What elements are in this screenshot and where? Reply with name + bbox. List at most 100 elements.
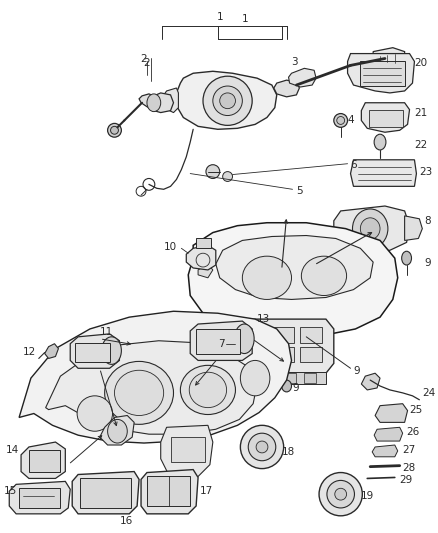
Ellipse shape: [189, 372, 226, 408]
Ellipse shape: [319, 473, 362, 516]
Bar: [147, 477, 190, 506]
Text: 18: 18: [282, 447, 295, 457]
Ellipse shape: [77, 396, 113, 431]
Polygon shape: [70, 334, 120, 368]
Polygon shape: [375, 403, 408, 422]
Polygon shape: [373, 47, 405, 69]
Polygon shape: [372, 445, 398, 457]
Polygon shape: [348, 54, 414, 93]
Bar: [304, 373, 316, 383]
Bar: [170, 437, 205, 462]
Ellipse shape: [353, 209, 388, 248]
Ellipse shape: [240, 360, 270, 396]
Ellipse shape: [203, 76, 252, 125]
Bar: [273, 346, 294, 362]
Text: 24: 24: [422, 388, 435, 398]
Ellipse shape: [402, 251, 412, 265]
Bar: [369, 110, 403, 127]
Ellipse shape: [327, 480, 354, 508]
Ellipse shape: [234, 324, 254, 353]
Text: 15: 15: [4, 486, 17, 496]
Ellipse shape: [334, 114, 348, 127]
Ellipse shape: [102, 337, 121, 365]
Text: 1: 1: [242, 14, 249, 24]
Text: 17: 17: [200, 486, 213, 496]
Text: 28: 28: [403, 463, 416, 473]
Text: 27: 27: [403, 445, 416, 455]
Bar: [19, 488, 60, 508]
Polygon shape: [141, 470, 198, 514]
Ellipse shape: [240, 425, 284, 469]
Ellipse shape: [110, 126, 118, 134]
Polygon shape: [289, 68, 316, 87]
Bar: [196, 329, 240, 353]
Bar: [245, 373, 257, 383]
Polygon shape: [72, 472, 139, 514]
Ellipse shape: [105, 361, 173, 424]
Bar: [265, 373, 277, 383]
Polygon shape: [198, 264, 213, 278]
Ellipse shape: [242, 256, 292, 300]
Text: 13: 13: [257, 314, 270, 324]
Text: 7: 7: [218, 339, 224, 349]
Text: 19: 19: [360, 491, 374, 501]
Text: 3: 3: [292, 56, 298, 67]
Bar: [285, 373, 297, 383]
Polygon shape: [188, 223, 398, 337]
Text: 9: 9: [424, 258, 431, 268]
Polygon shape: [350, 160, 417, 187]
Text: 16: 16: [120, 516, 133, 526]
Text: 25: 25: [410, 405, 423, 415]
Ellipse shape: [223, 172, 233, 181]
Polygon shape: [100, 416, 134, 445]
Polygon shape: [334, 206, 410, 252]
Ellipse shape: [213, 86, 242, 116]
Polygon shape: [186, 245, 216, 270]
Polygon shape: [46, 341, 257, 434]
Text: 20: 20: [414, 59, 427, 69]
Ellipse shape: [114, 370, 164, 416]
Polygon shape: [274, 80, 300, 97]
Ellipse shape: [335, 488, 346, 500]
Polygon shape: [177, 71, 277, 130]
Bar: [80, 479, 131, 508]
Text: 9: 9: [353, 366, 360, 376]
Ellipse shape: [206, 165, 220, 179]
Ellipse shape: [248, 433, 276, 461]
Polygon shape: [374, 427, 403, 441]
Text: 5: 5: [297, 187, 303, 196]
Text: 22: 22: [414, 140, 427, 150]
Text: 2: 2: [144, 58, 150, 68]
Polygon shape: [9, 481, 70, 514]
Text: 10: 10: [164, 243, 177, 253]
Bar: [360, 61, 405, 86]
Text: 23: 23: [419, 167, 433, 176]
Ellipse shape: [180, 365, 236, 415]
Polygon shape: [21, 442, 65, 479]
Ellipse shape: [374, 134, 386, 150]
Ellipse shape: [337, 117, 345, 124]
Text: 6: 6: [350, 160, 357, 170]
Ellipse shape: [220, 93, 236, 109]
Text: 26: 26: [406, 427, 420, 437]
Bar: [300, 346, 322, 362]
Text: 2: 2: [140, 54, 147, 63]
Text: 11: 11: [100, 327, 113, 337]
Text: 12: 12: [23, 346, 36, 357]
Bar: [29, 450, 60, 472]
Bar: [196, 238, 211, 248]
Ellipse shape: [108, 419, 127, 443]
Ellipse shape: [360, 218, 380, 239]
Ellipse shape: [147, 94, 161, 111]
Polygon shape: [405, 216, 422, 240]
Text: 8: 8: [424, 216, 431, 226]
Bar: [300, 327, 322, 343]
Ellipse shape: [108, 124, 121, 137]
Bar: [240, 372, 326, 384]
Polygon shape: [230, 319, 334, 373]
Text: 14: 14: [6, 445, 20, 455]
Polygon shape: [162, 88, 178, 112]
Text: 21: 21: [414, 108, 427, 118]
Polygon shape: [139, 93, 173, 112]
Ellipse shape: [282, 380, 292, 392]
